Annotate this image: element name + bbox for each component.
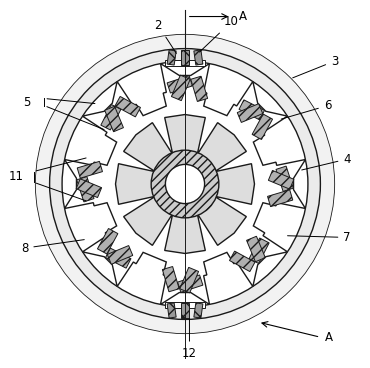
Bar xyxy=(268,170,294,189)
Bar xyxy=(180,268,199,293)
Bar xyxy=(249,238,269,263)
Bar xyxy=(229,251,255,272)
Polygon shape xyxy=(64,64,306,304)
Text: 3: 3 xyxy=(293,54,338,78)
Bar xyxy=(237,104,263,123)
Text: 11: 11 xyxy=(8,170,23,183)
Bar xyxy=(181,303,189,318)
Bar xyxy=(194,50,203,65)
Bar xyxy=(194,303,203,318)
Bar xyxy=(105,248,131,268)
Text: A: A xyxy=(325,331,333,344)
Bar xyxy=(167,303,176,318)
Bar xyxy=(246,236,265,262)
Bar xyxy=(77,161,102,178)
Text: 4: 4 xyxy=(302,153,351,170)
Bar xyxy=(165,302,205,308)
Bar xyxy=(171,75,190,100)
Text: 5: 5 xyxy=(23,96,30,109)
Bar xyxy=(178,275,203,292)
Bar xyxy=(191,76,208,102)
Bar xyxy=(115,96,141,117)
Bar xyxy=(76,179,102,198)
Text: 10: 10 xyxy=(199,15,239,52)
Bar xyxy=(276,166,293,191)
Bar xyxy=(97,229,118,254)
Bar xyxy=(239,100,265,120)
Bar xyxy=(268,190,293,207)
Text: 8: 8 xyxy=(21,240,84,255)
Circle shape xyxy=(36,34,334,334)
Bar xyxy=(167,50,176,65)
Polygon shape xyxy=(115,114,255,254)
Circle shape xyxy=(165,164,205,204)
Text: 12: 12 xyxy=(182,319,197,360)
Text: 6: 6 xyxy=(281,99,331,119)
Bar xyxy=(181,50,189,65)
Circle shape xyxy=(50,49,320,319)
Bar xyxy=(252,114,273,139)
Circle shape xyxy=(62,61,308,307)
Bar xyxy=(162,266,179,292)
Bar xyxy=(77,177,94,202)
Bar xyxy=(107,245,133,264)
Bar xyxy=(101,105,121,130)
Text: 7: 7 xyxy=(287,231,351,244)
Bar xyxy=(167,76,192,93)
Bar xyxy=(105,106,124,132)
Circle shape xyxy=(151,150,219,218)
Text: A: A xyxy=(238,10,246,23)
Text: 2: 2 xyxy=(155,19,176,53)
Bar xyxy=(165,60,205,66)
